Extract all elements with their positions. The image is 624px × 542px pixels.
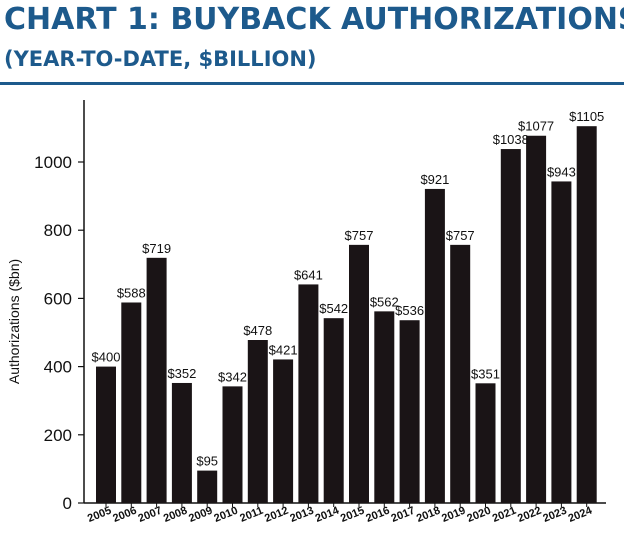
data-label-2011: $478 — [243, 323, 272, 338]
data-label-2013: $641 — [294, 267, 323, 282]
bar-2016 — [374, 311, 395, 503]
data-label-2016: $562 — [370, 294, 399, 309]
y-axis-label: Authorizations ($bn) — [6, 259, 22, 384]
bar-2018 — [424, 188, 445, 503]
chart-subtitle: (YEAR-TO-DATE, $BILLION) — [4, 47, 317, 71]
bar-2019 — [450, 244, 471, 503]
y-tick-label: 1000 — [34, 153, 72, 172]
x-tick-label-2016: 2016 — [364, 505, 391, 525]
bar-2011 — [247, 340, 268, 503]
title-divider — [0, 82, 624, 85]
data-label-2020: $351 — [471, 366, 500, 381]
x-tick-label-2011: 2011 — [238, 505, 265, 525]
data-label-2018: $921 — [420, 172, 449, 187]
data-label-2024: $1105 — [569, 109, 604, 124]
data-label-2015: $757 — [345, 228, 374, 243]
bar-2020 — [475, 383, 496, 503]
x-tick-label-2014: 2014 — [314, 504, 342, 525]
x-tick-label-2006: 2006 — [111, 505, 138, 525]
x-tick-label-2010: 2010 — [212, 505, 239, 525]
bar-2007 — [146, 257, 167, 503]
y-tick-label: 0 — [63, 494, 72, 513]
data-label-2006: $588 — [117, 285, 146, 300]
x-tick-label-2024: 2024 — [567, 504, 595, 525]
data-label-2007: $719 — [142, 241, 171, 256]
bar-2005 — [96, 366, 116, 503]
x-tick-label-2018: 2018 — [415, 505, 442, 525]
bar-2022 — [526, 135, 547, 504]
bar-2015 — [349, 244, 369, 503]
data-label-2023: $943 — [547, 164, 576, 179]
data-label-2022: $1077 — [518, 119, 554, 134]
bar-2021 — [500, 149, 521, 504]
bar-2017 — [399, 320, 420, 503]
x-tick-label-2017: 2017 — [390, 505, 417, 525]
bar-2024 — [576, 126, 597, 503]
bar-2012 — [273, 359, 294, 503]
bar-2014 — [323, 318, 344, 503]
x-tick-label-2007: 2007 — [137, 505, 164, 525]
data-label-2012: $421 — [269, 342, 298, 357]
y-tick-label: 600 — [44, 289, 72, 308]
data-label-2010: $342 — [218, 369, 247, 384]
data-label-2009: $95 — [196, 454, 218, 469]
data-label-2019: $757 — [446, 228, 475, 243]
bar-2023 — [551, 181, 572, 503]
bar-2008 — [171, 382, 192, 503]
x-tick-label-2008: 2008 — [162, 505, 189, 525]
data-label-2008: $352 — [167, 366, 196, 381]
bar-2006 — [121, 302, 142, 503]
y-tick-label: 200 — [44, 426, 72, 445]
x-tick-label-2021: 2021 — [491, 505, 518, 525]
bar-2013 — [298, 284, 319, 503]
bar-2010 — [222, 386, 243, 503]
x-tick-label-2009: 2009 — [187, 505, 214, 525]
x-tick-label-2005: 2005 — [86, 505, 113, 525]
y-tick-label: 800 — [44, 221, 72, 240]
bar-2009 — [197, 470, 218, 503]
chart-title: CHART 1: BUYBACK AUTHORIZATIONS — [4, 2, 624, 37]
x-tick-label-2020: 2020 — [465, 505, 492, 525]
data-label-2021: $1038 — [493, 132, 529, 147]
x-tick-label-2022: 2022 — [516, 505, 543, 525]
y-tick-label: 400 — [44, 358, 72, 377]
data-label-2005: $400 — [92, 350, 121, 365]
x-tick-label-2015: 2015 — [339, 505, 366, 525]
x-tick-label-2012: 2012 — [263, 505, 290, 525]
x-tick-label-2013: 2013 — [288, 505, 315, 525]
x-tick-label-2019: 2019 — [440, 505, 467, 525]
data-label-2017: $536 — [395, 303, 424, 318]
data-label-2014: $542 — [319, 301, 348, 316]
x-tick-label-2023: 2023 — [541, 505, 568, 525]
